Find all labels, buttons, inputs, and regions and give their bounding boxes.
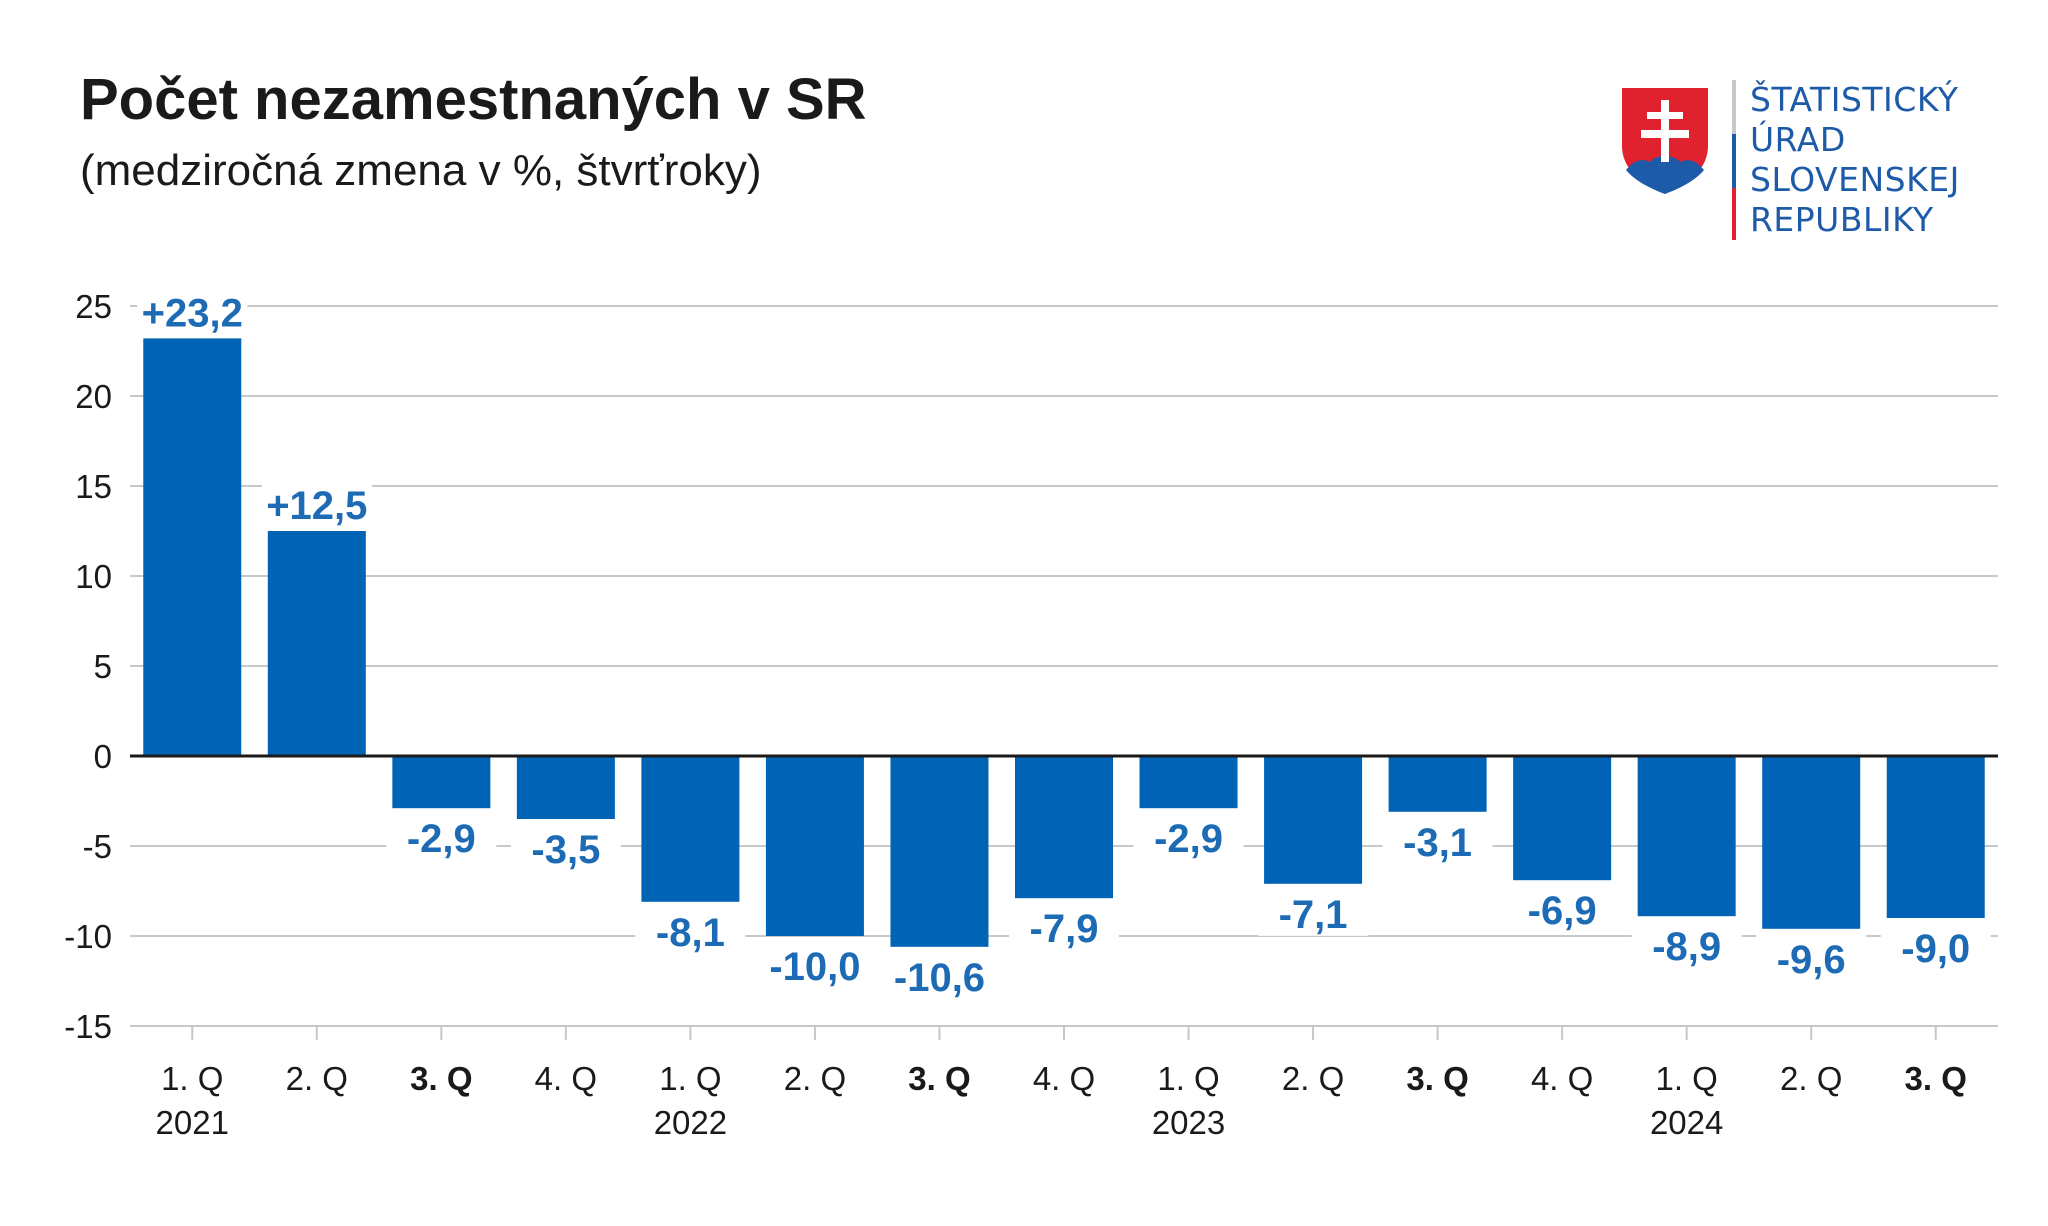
- y-tick-label: 15: [75, 468, 112, 505]
- value-label: -9,0: [1901, 927, 1970, 971]
- x-category-label: 3. Q: [410, 1060, 472, 1097]
- x-year-label: 2023: [1152, 1104, 1225, 1141]
- value-label-background: [261, 481, 372, 527]
- x-category-label: 2. Q: [1282, 1060, 1344, 1097]
- bar: [765, 756, 864, 936]
- value-label-background: [1631, 922, 1742, 969]
- value-label: -10,6: [894, 956, 985, 1000]
- x-category-label: 2. Q: [1780, 1060, 1842, 1097]
- value-label: -7,9: [1030, 907, 1099, 951]
- value-label: -6,9: [1528, 889, 1597, 933]
- bar: [1637, 756, 1736, 917]
- y-tick-label: 5: [94, 648, 112, 685]
- value-label-background: [1133, 814, 1244, 861]
- value-label: -8,1: [656, 911, 725, 955]
- value-label: -10,0: [769, 945, 860, 989]
- value-label-background: [510, 825, 621, 871]
- logo-line: REPUBLIKY: [1750, 200, 1934, 239]
- value-label-background: [635, 907, 746, 954]
- x-category-label: 3. Q: [1406, 1060, 1468, 1097]
- x-year-label: 2022: [654, 1104, 727, 1141]
- bar: [1388, 756, 1487, 812]
- x-category-label: 4. Q: [1531, 1060, 1593, 1097]
- x-category-label: 1. Q: [1655, 1060, 1717, 1097]
- value-label-background: [1258, 889, 1369, 936]
- x-category-label: 2. Q: [286, 1060, 348, 1097]
- bar: [143, 338, 242, 756]
- logo-line: ŠTATISTICKÝ: [1750, 80, 1959, 119]
- bar: [1886, 756, 1985, 918]
- bar: [1139, 756, 1238, 809]
- value-label-background: [386, 814, 497, 861]
- y-tick-label: 20: [75, 378, 112, 415]
- x-category-label: 1. Q: [1157, 1060, 1219, 1097]
- value-label-background: [759, 942, 870, 988]
- y-tick-label: -10: [64, 918, 112, 955]
- value-label-background: [137, 288, 248, 335]
- bar: [267, 531, 366, 756]
- value-label: -9,6: [1777, 938, 1846, 982]
- y-tick-label: -5: [83, 828, 112, 865]
- chart-subtitle: (medziročná zmena v %, štvrťroky): [80, 146, 762, 195]
- bar: [1264, 756, 1363, 884]
- x-category-label: 3. Q: [1905, 1060, 1967, 1097]
- value-label: -2,9: [1154, 817, 1223, 861]
- x-category-label: 4. Q: [1033, 1060, 1095, 1097]
- x-category-label: 2. Q: [784, 1060, 846, 1097]
- value-label: +12,5: [266, 484, 367, 528]
- chart-title: Počet nezamestnaných v SR: [80, 67, 867, 132]
- value-label-background: [1009, 904, 1119, 951]
- statistical-office-logo: ŠTATISTICKÝ ÚRAD SLOVENSKEJ REPUBLIKY: [1620, 80, 2020, 250]
- value-label: -2,9: [407, 817, 476, 861]
- value-label: -3,5: [531, 828, 600, 872]
- value-label: -8,9: [1652, 925, 1721, 969]
- logo-text: ŠTATISTICKÝ ÚRAD SLOVENSKEJ REPUBLIKY: [1750, 80, 1960, 240]
- x-year-label: 2021: [156, 1104, 229, 1141]
- x-category-label: 3. Q: [908, 1060, 970, 1097]
- value-label-background: [1880, 924, 1991, 970]
- x-category-label: 4. Q: [535, 1060, 597, 1097]
- slovak-coat-of-arms-icon: [1622, 88, 1708, 194]
- bar: [1513, 756, 1612, 881]
- value-label: +23,2: [142, 291, 243, 335]
- x-year-label: 2024: [1650, 1104, 1723, 1141]
- value-label-background: [1756, 934, 1867, 981]
- bar: [641, 756, 740, 902]
- y-tick-label: 25: [75, 288, 112, 325]
- bar: [392, 756, 491, 809]
- value-label: -7,1: [1279, 893, 1348, 937]
- x-category-label: 1. Q: [659, 1060, 721, 1097]
- y-tick-label: 10: [75, 558, 112, 595]
- logo-divider: [1732, 80, 1736, 240]
- logo-line: SLOVENSKEJ: [1750, 160, 1960, 199]
- bar: [1762, 756, 1861, 929]
- logo-line: ÚRAD: [1750, 120, 1846, 159]
- value-label-background: [1507, 886, 1618, 933]
- x-category-label: 1. Q: [161, 1060, 223, 1097]
- y-tick-label: 0: [94, 738, 112, 775]
- bar: [1015, 756, 1113, 899]
- bar: [890, 756, 989, 947]
- value-label: -3,1: [1403, 821, 1472, 865]
- y-tick-label: -15: [64, 1008, 112, 1045]
- value-label-background: [1382, 817, 1493, 864]
- value-label-background: [884, 952, 995, 999]
- bar: [516, 756, 615, 819]
